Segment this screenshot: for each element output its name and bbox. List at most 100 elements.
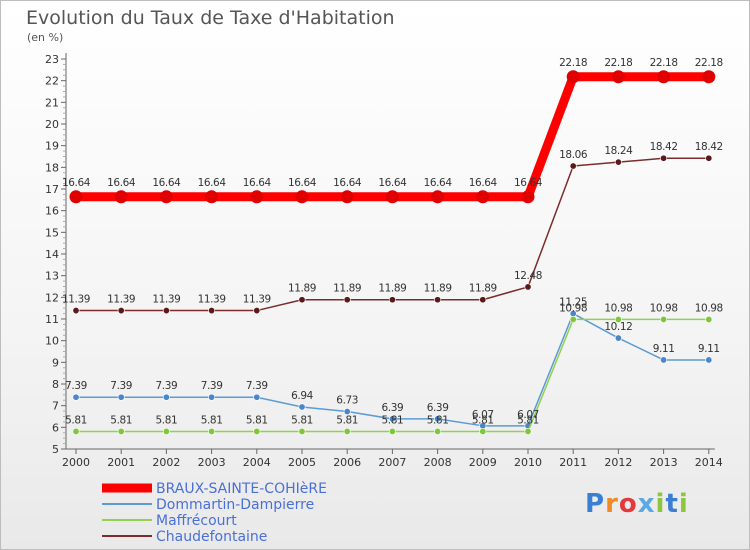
data-label: 10.98 bbox=[559, 302, 587, 314]
x-tick-label: 2009 bbox=[469, 456, 497, 469]
data-point bbox=[205, 190, 219, 204]
data-point bbox=[162, 307, 170, 315]
data-label: 7.39 bbox=[201, 380, 223, 392]
data-label: 5.81 bbox=[517, 414, 539, 426]
y-tick-label: 5 bbox=[52, 443, 59, 456]
logo-letter: P bbox=[585, 489, 606, 519]
data-label: 12.48 bbox=[514, 270, 542, 282]
data-point bbox=[72, 393, 80, 401]
data-label: 22.18 bbox=[604, 57, 632, 69]
legend-label: Dommartin-Dampierre bbox=[156, 497, 314, 513]
data-point bbox=[521, 190, 535, 204]
data-point bbox=[479, 296, 487, 304]
data-label: 16.64 bbox=[469, 177, 498, 189]
data-label: 6.39 bbox=[382, 402, 404, 414]
data-point bbox=[72, 307, 80, 315]
data-point bbox=[343, 296, 351, 304]
y-tick-label: 20 bbox=[45, 118, 59, 131]
data-point bbox=[660, 315, 668, 323]
legend-label: Chaudefontaine bbox=[156, 529, 267, 545]
data-point bbox=[434, 415, 442, 423]
data-point bbox=[705, 356, 713, 364]
y-tick-label: 11 bbox=[45, 313, 59, 326]
x-tick-label: 2002 bbox=[152, 456, 180, 469]
data-label: 16.64 bbox=[152, 177, 181, 189]
data-point bbox=[72, 427, 80, 435]
data-point bbox=[476, 190, 490, 204]
data-point bbox=[434, 427, 442, 435]
data-label: 6.94 bbox=[291, 390, 313, 402]
data-point bbox=[705, 154, 713, 162]
data-point bbox=[114, 190, 128, 204]
data-point bbox=[117, 427, 125, 435]
data-label: 10.12 bbox=[604, 321, 632, 333]
data-label: 10.98 bbox=[604, 302, 632, 314]
data-point bbox=[524, 427, 532, 435]
y-tick-label: 19 bbox=[45, 140, 59, 153]
data-label: 11.89 bbox=[469, 283, 497, 295]
data-point bbox=[162, 393, 170, 401]
data-point bbox=[162, 427, 170, 435]
data-point bbox=[660, 356, 668, 364]
data-point bbox=[566, 70, 580, 84]
data-label: 11.89 bbox=[333, 283, 361, 295]
data-label: 7.39 bbox=[65, 380, 87, 392]
data-label: 5.81 bbox=[110, 414, 132, 426]
data-point bbox=[569, 162, 577, 170]
y-tick-label: 8 bbox=[52, 378, 59, 391]
data-point bbox=[340, 190, 354, 204]
data-label: 18.42 bbox=[650, 141, 678, 153]
data-label: 18.42 bbox=[695, 141, 723, 153]
x-tick-label: 2012 bbox=[604, 456, 632, 469]
data-point bbox=[385, 190, 399, 204]
data-point bbox=[388, 296, 396, 304]
y-tick-label: 17 bbox=[45, 183, 59, 196]
data-label: 5.81 bbox=[472, 414, 494, 426]
y-tick-label: 22 bbox=[45, 75, 59, 88]
data-point bbox=[208, 393, 216, 401]
data-label: 11.89 bbox=[424, 283, 452, 295]
data-point bbox=[298, 403, 306, 411]
data-label: 7.39 bbox=[110, 380, 132, 392]
data-point bbox=[569, 315, 577, 323]
x-tick-label: 2013 bbox=[650, 456, 678, 469]
data-label: 16.64 bbox=[107, 177, 136, 189]
data-label: 5.81 bbox=[291, 414, 313, 426]
data-point bbox=[388, 427, 396, 435]
data-point bbox=[388, 415, 396, 423]
data-label: 6.07 bbox=[517, 409, 539, 421]
logo-letter: x bbox=[637, 489, 656, 519]
x-tick-label: 2004 bbox=[243, 456, 271, 469]
data-point bbox=[117, 393, 125, 401]
data-point bbox=[614, 315, 622, 323]
data-label: 5.81 bbox=[427, 414, 449, 426]
x-tick-label: 2001 bbox=[107, 456, 135, 469]
data-label: 9.11 bbox=[698, 343, 720, 355]
data-point bbox=[253, 427, 261, 435]
data-label: 16.64 bbox=[424, 177, 453, 189]
logo-letter: r bbox=[605, 489, 619, 519]
logo-letter: o bbox=[618, 489, 638, 519]
data-point bbox=[208, 307, 216, 315]
x-tick-label: 2007 bbox=[378, 456, 406, 469]
x-tick-label: 2014 bbox=[695, 456, 723, 469]
data-point bbox=[250, 190, 264, 204]
data-point bbox=[208, 427, 216, 435]
data-point bbox=[253, 393, 261, 401]
data-label: 11.89 bbox=[288, 283, 316, 295]
y-tick-label: 14 bbox=[45, 248, 59, 261]
x-tick-label: 2006 bbox=[333, 456, 361, 469]
data-label: 16.64 bbox=[333, 177, 362, 189]
data-point bbox=[614, 334, 622, 342]
data-label: 5.81 bbox=[382, 414, 404, 426]
data-point bbox=[431, 190, 445, 204]
data-label: 11.39 bbox=[243, 294, 271, 306]
data-label: 16.64 bbox=[514, 177, 543, 189]
data-point bbox=[117, 307, 125, 315]
data-label: 11.39 bbox=[62, 294, 90, 306]
chart-unit: (en %) bbox=[27, 31, 64, 44]
data-label: 16.64 bbox=[62, 177, 91, 189]
y-tick-label: 9 bbox=[52, 356, 59, 369]
